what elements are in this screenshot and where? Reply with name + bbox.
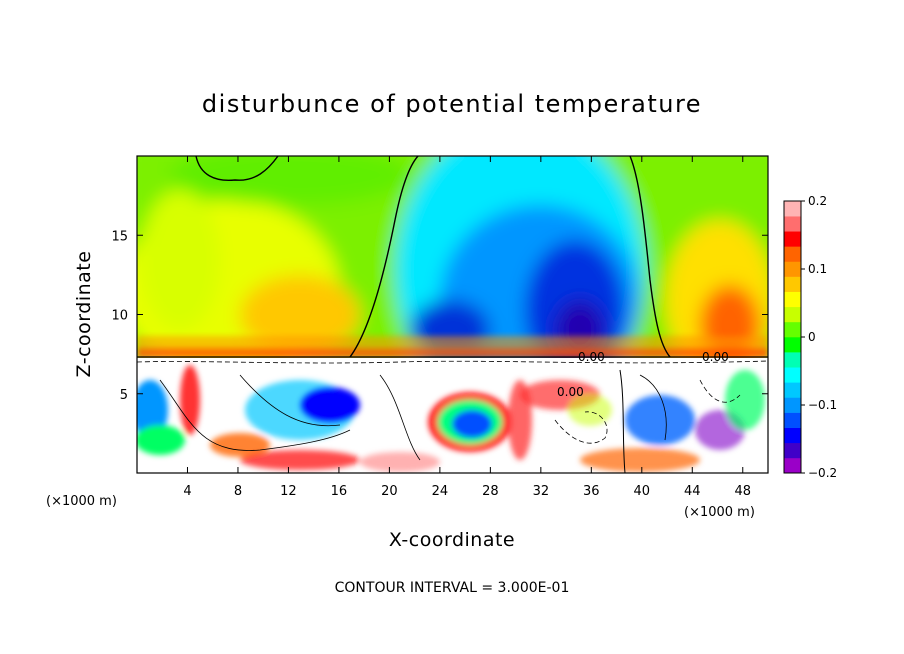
x-tick-label: 32 (533, 484, 550, 499)
chart-title: disturbunce of potential temperature (202, 90, 702, 118)
x-tick-label: 8 (234, 484, 242, 499)
x-tick-label: 48 (734, 484, 751, 499)
colorbar-swatch (784, 261, 801, 277)
colorbar-swatch (784, 231, 801, 247)
colorbar-tick-label: 0.2 (808, 194, 827, 208)
x-tick-label: 40 (634, 484, 651, 499)
contour-label: 0.00 (557, 385, 584, 399)
x-tick-label: 20 (381, 484, 398, 499)
colorbar-swatch (784, 337, 801, 353)
contour-interval-note: CONTOUR INTERVAL = 3.000E-01 (335, 580, 570, 596)
colorbar (783, 200, 802, 474)
x-tick-label: 44 (684, 484, 701, 499)
colorbar-swatch (784, 246, 801, 262)
colorbar-tick-label: 0 (808, 330, 816, 344)
colorbar-swatch (784, 352, 801, 368)
y-axis-ticks: 5 10 15 (111, 229, 768, 403)
x-axis-label: X-coordinate (389, 529, 515, 551)
x-tick-label: 28 (482, 484, 499, 499)
y-tick-label: 15 (111, 229, 128, 244)
colorbar-swatch (784, 201, 801, 217)
y-tick-label: 5 (120, 388, 128, 403)
contour-label-group: 0.00 0.00 0.00 (557, 350, 729, 399)
colorbar-swatch (784, 216, 801, 232)
y-axis-label: Z-coordinate (73, 251, 95, 378)
x-tick-label: 16 (331, 484, 348, 499)
x-tick-label: 12 (280, 484, 297, 499)
colorbar-swatch (784, 291, 801, 308)
y-tick-label: 10 (111, 309, 128, 324)
heatmap-field (137, 156, 768, 473)
x-tick-label: 4 (183, 484, 191, 499)
x-tick-label: 36 (583, 484, 600, 499)
y-axis-unit: (×1000 m) (46, 494, 117, 509)
colorbar-swatch (784, 457, 801, 474)
contour-label: 0.00 (578, 350, 605, 364)
contour-lines (137, 156, 768, 473)
colorbar-swatch (784, 367, 801, 383)
colorbar-swatch (784, 442, 801, 459)
colorbar-tick-label: −0.1 (808, 398, 837, 412)
colorbar-tick-label: −0.2 (808, 466, 837, 480)
x-tick-label: 24 (432, 484, 449, 499)
colorbar-tick-label: 0.1 (808, 262, 827, 276)
colorbar-swatch (784, 276, 801, 292)
colorbar-swatch (784, 306, 801, 323)
colorbar-swatch (784, 427, 801, 444)
colorbar-swatch (784, 412, 801, 428)
colorbar-ticks: 0.2 0.1 0 −0.1 −0.2 (801, 194, 837, 480)
contour-label: 0.00 (702, 350, 729, 364)
colorbar-swatch (784, 397, 801, 413)
colorbar-swatch (784, 321, 801, 338)
x-axis-ticks: 4 8 12 16 20 24 28 32 36 40 44 48 (183, 156, 751, 499)
x-axis-unit: (×1000 m) (684, 505, 755, 520)
colorbar-swatch (784, 382, 801, 398)
